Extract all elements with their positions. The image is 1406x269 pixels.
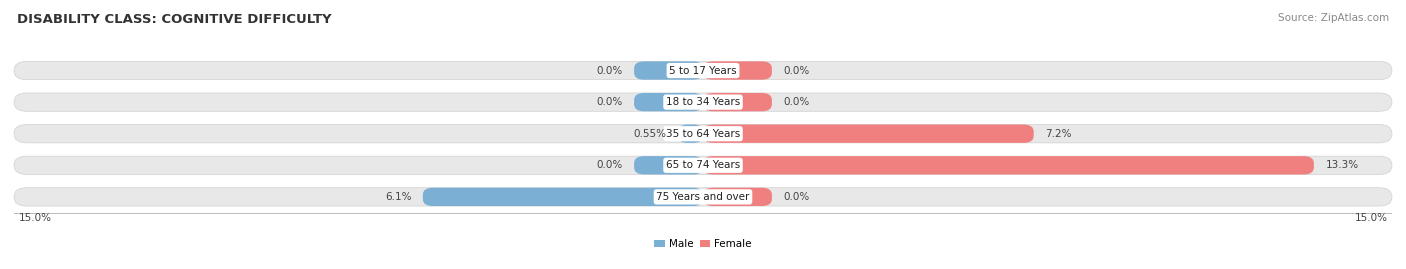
Text: 15.0%: 15.0% <box>18 213 52 223</box>
FancyBboxPatch shape <box>14 156 1392 175</box>
FancyBboxPatch shape <box>678 125 703 143</box>
Text: DISABILITY CLASS: COGNITIVE DIFFICULTY: DISABILITY CLASS: COGNITIVE DIFFICULTY <box>17 13 332 26</box>
FancyBboxPatch shape <box>703 61 772 80</box>
Text: 0.0%: 0.0% <box>783 66 810 76</box>
Text: 75 Years and over: 75 Years and over <box>657 192 749 202</box>
Text: 18 to 34 Years: 18 to 34 Years <box>666 97 740 107</box>
FancyBboxPatch shape <box>634 93 703 111</box>
FancyBboxPatch shape <box>14 188 1392 206</box>
FancyBboxPatch shape <box>703 93 772 111</box>
FancyBboxPatch shape <box>14 61 1392 80</box>
FancyBboxPatch shape <box>634 61 703 80</box>
FancyBboxPatch shape <box>703 156 1313 175</box>
Text: 15.0%: 15.0% <box>1354 213 1388 223</box>
Text: 7.2%: 7.2% <box>1045 129 1071 139</box>
FancyBboxPatch shape <box>703 125 1033 143</box>
FancyBboxPatch shape <box>703 188 772 206</box>
Text: 35 to 64 Years: 35 to 64 Years <box>666 129 740 139</box>
Text: 0.0%: 0.0% <box>596 97 623 107</box>
FancyBboxPatch shape <box>634 156 703 175</box>
Text: 0.0%: 0.0% <box>596 160 623 170</box>
Text: 0.0%: 0.0% <box>783 192 810 202</box>
Legend: Male, Female: Male, Female <box>650 235 756 253</box>
FancyBboxPatch shape <box>14 93 1392 111</box>
FancyBboxPatch shape <box>14 125 1392 143</box>
Text: 6.1%: 6.1% <box>385 192 412 202</box>
Text: 0.55%: 0.55% <box>633 129 666 139</box>
Text: Source: ZipAtlas.com: Source: ZipAtlas.com <box>1278 13 1389 23</box>
Text: 0.0%: 0.0% <box>783 97 810 107</box>
FancyBboxPatch shape <box>423 188 703 206</box>
Text: 5 to 17 Years: 5 to 17 Years <box>669 66 737 76</box>
Text: 0.0%: 0.0% <box>596 66 623 76</box>
Text: 65 to 74 Years: 65 to 74 Years <box>666 160 740 170</box>
Text: 13.3%: 13.3% <box>1326 160 1358 170</box>
